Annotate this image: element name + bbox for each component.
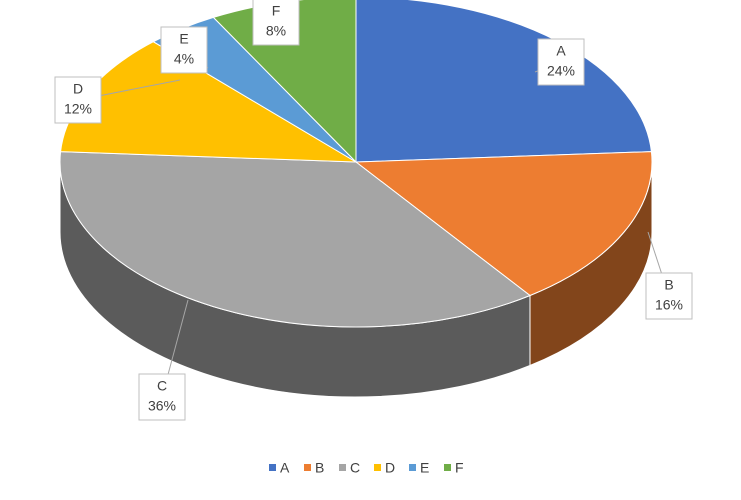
data-label: 8% [266,23,286,39]
data-label: 36% [148,398,176,414]
label-box [252,0,300,46]
data-label: 16% [655,297,683,313]
label-box [160,26,208,74]
data-label: 4% [174,51,194,67]
legend-label: E [420,460,429,476]
label-box [537,38,585,86]
label-category: E [179,31,188,47]
label-box [645,272,693,320]
label-category: B [664,277,673,293]
legend-label: C [350,460,360,476]
legend-swatch [269,464,276,471]
pie-slice [354,151,653,297]
legend-label: F [455,460,464,476]
legend-swatch [304,464,311,471]
legend-swatch [339,464,346,471]
legend-label: B [315,460,324,476]
label-category: D [73,81,83,97]
data-label: 12% [64,101,92,117]
pie-slice [59,151,531,328]
legend-swatch [409,464,416,471]
legend-label: D [385,460,395,476]
legend-swatch [444,464,451,471]
label-category: C [157,378,167,394]
label-category: A [556,43,566,59]
pie-slice [355,0,652,163]
legend-label: A [280,460,290,476]
data-label: 24% [547,63,575,79]
legend-swatch [374,464,381,471]
label-box [54,76,102,124]
label-category: F [272,3,281,19]
label-box [138,373,186,421]
